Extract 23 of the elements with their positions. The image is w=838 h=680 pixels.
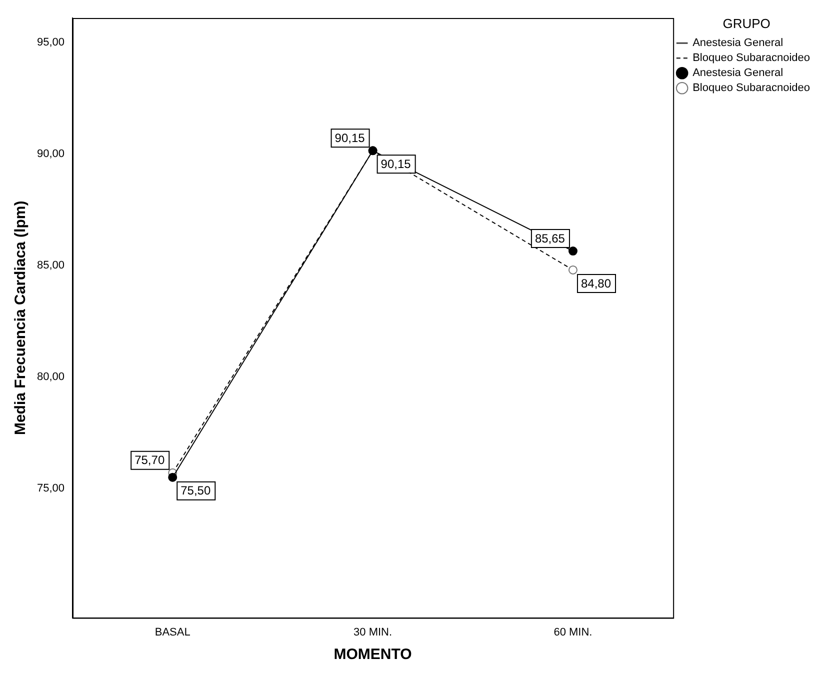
- legend-label: Bloqueo Subaracnoideo: [692, 82, 810, 94]
- y-tick-label: 75,00: [36, 482, 65, 495]
- point: [568, 246, 578, 256]
- data-label: 85,65: [534, 231, 566, 246]
- y-tick-label: 80,00: [36, 371, 65, 384]
- legend-label: Anestesia General: [692, 67, 784, 80]
- x-tick-label: 60 MIN.: [554, 626, 592, 638]
- data-label: 90,15: [380, 156, 412, 171]
- y-axis-title: Media Frecuencia Cardiaca (lpm): [12, 200, 30, 436]
- data-label: 90,15: [334, 130, 366, 145]
- x-tick-label: 30 MIN.: [354, 626, 392, 638]
- data-label: 84,80: [580, 276, 612, 290]
- legend-title: GRUPO: [722, 16, 770, 32]
- y-tick-label: 95,00: [36, 36, 65, 49]
- data-label: 75,70: [134, 453, 165, 468]
- data-label: 75,50: [180, 484, 211, 498]
- text: Anestesia General: [692, 37, 784, 50]
- text: Bloqueo Subaracnoideo: [692, 52, 810, 64]
- point: [168, 472, 178, 482]
- y-tick-label: 85,00: [36, 260, 65, 272]
- y-tick-label: 90,00: [36, 148, 65, 160]
- x-tick-label: BASAL: [154, 626, 190, 638]
- x-axis-title: MOMENTO: [334, 646, 412, 664]
